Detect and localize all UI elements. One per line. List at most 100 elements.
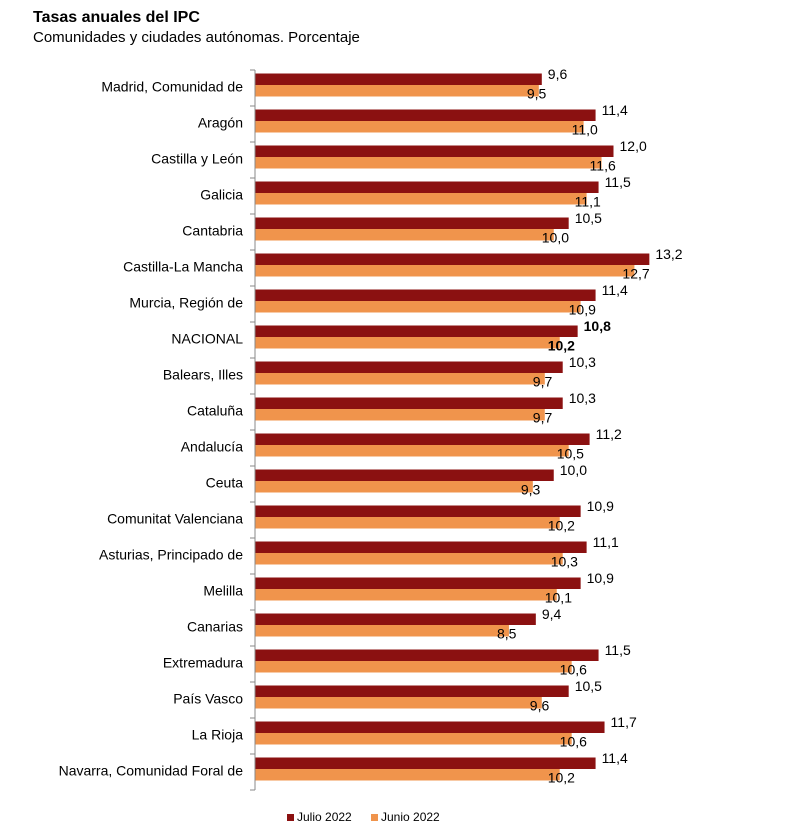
data-label: 10,5	[557, 446, 584, 462]
data-label: 12,7	[622, 266, 649, 282]
bar	[255, 445, 569, 457]
bar	[255, 541, 587, 553]
y-tick-label: Castilla y León	[151, 151, 243, 167]
bar	[255, 337, 560, 349]
bar	[255, 289, 596, 301]
data-label: 11,1	[575, 194, 601, 210]
bar	[255, 469, 554, 481]
data-label: 11,4	[602, 102, 628, 118]
data-label: 11,5	[605, 174, 631, 190]
data-label: 10,6	[560, 734, 587, 750]
y-tick-label: Cantabria	[182, 223, 243, 239]
y-tick-label: Ceuta	[206, 475, 244, 491]
data-label: 10,2	[548, 338, 575, 354]
data-label: 10,6	[560, 662, 587, 678]
data-label: 10,9	[587, 498, 614, 514]
bar	[255, 625, 509, 637]
bar	[255, 697, 542, 709]
bar	[255, 433, 590, 445]
bar	[255, 721, 605, 733]
data-label: 12,0	[620, 138, 647, 154]
data-label: 10,5	[575, 210, 602, 226]
data-label: 9,4	[542, 606, 562, 622]
bar	[255, 157, 602, 169]
data-label: 11,6	[590, 158, 616, 174]
bar	[255, 265, 635, 277]
y-tick-label: Cataluña	[187, 403, 243, 419]
legend-swatch	[371, 814, 378, 821]
y-tick-label: Melilla	[203, 583, 243, 599]
y-tick-label: Castilla-La Mancha	[123, 259, 243, 275]
data-label: 9,6	[530, 698, 550, 714]
data-label: 9,7	[533, 410, 553, 426]
bar	[255, 193, 587, 205]
data-label: 11,5	[605, 642, 631, 658]
y-tick-label: Asturias, Principado de	[99, 547, 243, 563]
data-label: 10,5	[575, 678, 602, 694]
data-label: 10,3	[569, 354, 596, 370]
bar	[255, 649, 599, 661]
bar	[255, 373, 545, 385]
bar	[255, 613, 536, 625]
data-label: 10,2	[548, 518, 575, 534]
data-label: 10,2	[548, 770, 575, 786]
bar	[255, 517, 560, 529]
data-label: 11,4	[602, 282, 628, 298]
bar	[255, 733, 572, 745]
bar	[255, 757, 596, 769]
bar	[255, 253, 650, 265]
chart-subtitle: Comunidades y ciudades autónomas. Porcen…	[33, 29, 360, 46]
data-label: 10,0	[560, 462, 587, 478]
data-label: 9,6	[548, 66, 568, 82]
data-label: 10,3	[569, 390, 596, 406]
y-tick-label: Murcia, Región de	[129, 295, 243, 311]
y-tick-label: Extremadura	[163, 655, 243, 671]
bar	[255, 361, 563, 373]
data-label: 13,2	[655, 246, 682, 262]
bar	[255, 397, 563, 409]
bar	[255, 325, 578, 337]
data-label: 10,8	[584, 318, 611, 334]
data-label: 10,9	[587, 570, 614, 586]
bar	[255, 481, 533, 493]
y-tick-label: Andalucía	[181, 439, 243, 455]
bar	[255, 301, 581, 313]
legend-swatch	[287, 814, 294, 821]
data-label: 9,7	[533, 374, 553, 390]
bar	[255, 85, 539, 97]
data-label: 11,1	[593, 534, 619, 550]
data-label: 10,0	[542, 230, 569, 246]
data-label: 11,4	[602, 750, 628, 766]
bar	[255, 769, 560, 781]
y-tick-label: Comunitat Valenciana	[107, 511, 243, 527]
y-tick-label: Canarias	[187, 619, 243, 635]
y-tick-label: Madrid, Comunidad de	[101, 79, 243, 95]
y-tick-label: País Vasco	[173, 691, 243, 707]
data-label: 11,7	[611, 714, 637, 730]
bar	[255, 73, 542, 85]
bar	[255, 145, 614, 157]
data-label: 8,5	[497, 626, 517, 642]
bar	[255, 217, 569, 229]
y-tick-label: Balears, Illes	[163, 367, 243, 383]
data-label: 10,1	[545, 590, 572, 606]
data-label: 11,0	[572, 122, 598, 138]
bar	[255, 181, 599, 193]
data-label: 10,9	[569, 302, 596, 318]
bar	[255, 577, 581, 589]
data-label: 9,3	[521, 482, 541, 498]
bar	[255, 505, 581, 517]
y-tick-label: Galicia	[200, 187, 243, 203]
bar	[255, 553, 563, 565]
data-label: 11,2	[596, 426, 622, 442]
y-tick-label: Aragón	[198, 115, 243, 131]
legend-label: Julio 2022	[297, 810, 352, 824]
y-tick-label: Navarra, Comunidad Foral de	[59, 763, 244, 779]
bar	[255, 109, 596, 121]
data-label: 9,5	[527, 86, 547, 102]
bar	[255, 685, 569, 697]
bar	[255, 589, 557, 601]
bar	[255, 661, 572, 673]
bar	[255, 229, 554, 241]
